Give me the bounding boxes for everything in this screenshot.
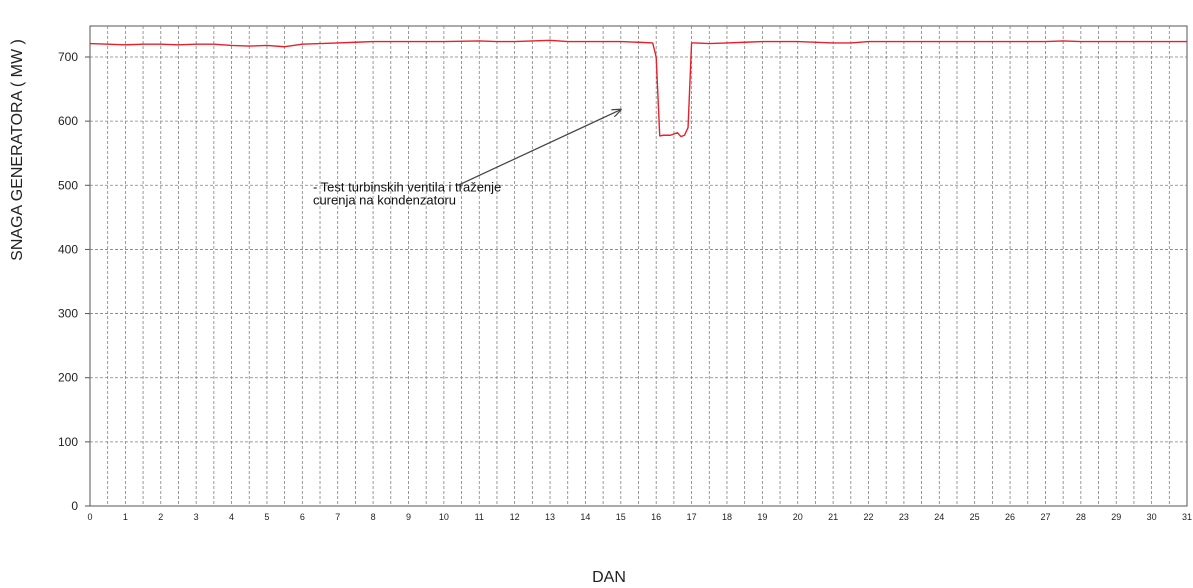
- x-tick-label: 6: [300, 512, 305, 522]
- x-tick-label: 12: [510, 512, 520, 522]
- x-tick-label: 22: [864, 512, 874, 522]
- x-tick-label: 20: [793, 512, 803, 522]
- y-tick-label: 200: [58, 371, 78, 385]
- y-tick-label: 400: [58, 242, 78, 256]
- y-gridlines: [90, 56, 1187, 443]
- x-tick-label: 18: [722, 512, 732, 522]
- x-tick-label: 0: [87, 512, 92, 522]
- x-tick-label: 31: [1182, 512, 1192, 522]
- annotation-text: curenja na kondenzatoru: [313, 193, 456, 208]
- y-tick-label: 300: [58, 307, 78, 321]
- x-tick-label: 3: [194, 512, 199, 522]
- x-tick-label: 9: [406, 512, 411, 522]
- x-tick-label: 24: [934, 512, 944, 522]
- y-tick-label: 700: [58, 50, 78, 64]
- x-tick-label: 7: [335, 512, 340, 522]
- x-axis-label: DAN: [592, 569, 626, 586]
- x-tick-label: 13: [545, 512, 555, 522]
- x-tick-label: 30: [1147, 512, 1157, 522]
- x-tick-label: 29: [1111, 512, 1121, 522]
- x-tick-label: 5: [264, 512, 269, 522]
- annotation-text: - Test turbinskih ventila i traženje: [313, 180, 501, 195]
- annotation: - Test turbinskih ventila i traženjecure…: [313, 110, 621, 208]
- x-tick-label: 27: [1040, 512, 1050, 522]
- y-tick-label: 100: [58, 435, 78, 449]
- y-tick-label: 500: [58, 178, 78, 192]
- x-tick-label: 14: [580, 512, 590, 522]
- x-gridlines: [107, 26, 1170, 506]
- x-tick-label: 16: [651, 512, 661, 522]
- series-layer: [89, 39, 1187, 138]
- x-tick-label: 25: [970, 512, 980, 522]
- y-tick-label: 600: [58, 114, 78, 128]
- x-tick-label: 26: [1005, 512, 1015, 522]
- x-tick-label: 4: [229, 512, 234, 522]
- x-tick-label: 10: [439, 512, 449, 522]
- x-tick-label: 21: [828, 512, 838, 522]
- x-tick-label: 11: [475, 512, 484, 522]
- x-tick-label: 15: [616, 512, 626, 522]
- y-axis-label: SNAGA GENERATORA ( MW ): [9, 39, 26, 261]
- series-line: [89, 39, 1187, 138]
- annotation-arrow: [457, 110, 621, 186]
- y-tick-labels: 0 100 200 300 400 500 600 700: [58, 50, 90, 513]
- x-tick-labels: 0 1 2 3 4 5 6 7 8 9 10 11 12 13 14 15 16 17 18 19 20 21 22 23 24…: [87, 512, 1192, 522]
- x-tick-label: 19: [757, 512, 767, 522]
- x-tick-label: 2: [158, 512, 163, 522]
- x-tick-label: 23: [899, 512, 909, 522]
- y-tick-label: 0: [71, 499, 78, 513]
- x-tick-label: 1: [123, 512, 128, 522]
- x-tick-label: 8: [371, 512, 376, 522]
- x-tick-label: 17: [687, 512, 697, 522]
- x-tick-label: 28: [1076, 512, 1086, 522]
